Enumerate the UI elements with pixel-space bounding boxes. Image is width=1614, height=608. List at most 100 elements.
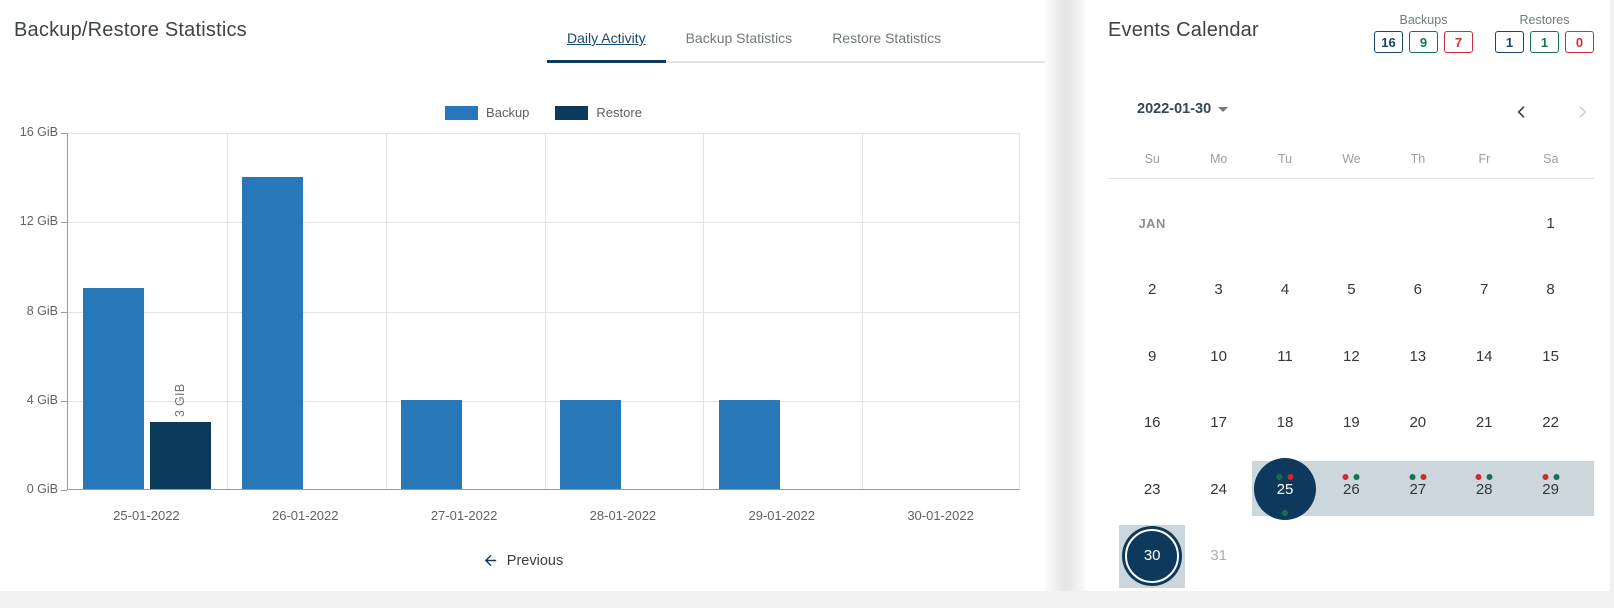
gridline: [703, 133, 705, 489]
weekday-we: We: [1342, 152, 1361, 166]
calendar-grid: JAN 1 2 3 4 5 6 7 8 9 10 11 12 13 14 15 16 17 18 19 20 21 22 23…: [1119, 190, 1594, 590]
calendar-day-11[interactable]: 11: [1252, 323, 1318, 390]
day-number: 24: [1210, 480, 1227, 498]
tab-daily-activity[interactable]: Daily Activity: [547, 30, 666, 63]
tab-backup-statistics[interactable]: Backup Statistics: [685, 30, 793, 46]
previous-button[interactable]: Previous: [482, 552, 563, 569]
legend-label: Backup: [486, 105, 530, 120]
calendar-day-7[interactable]: 7: [1451, 257, 1517, 324]
calendar-day-6[interactable]: 6: [1385, 257, 1451, 324]
calendar-day-9[interactable]: 9: [1119, 323, 1185, 390]
backup-bar-27-01-2022: [401, 399, 463, 489]
legend-label: Restore: [596, 105, 642, 120]
panel-divider: [1045, 0, 1085, 591]
arrow-back-icon: [482, 552, 499, 569]
red-event-dot: [1342, 474, 1349, 480]
counter-red[interactable]: 0: [1565, 31, 1594, 53]
backup-bar-29-01-2022: [718, 399, 780, 489]
calendar-day-2[interactable]: 2: [1119, 257, 1185, 324]
calendar-day-20[interactable]: 20: [1385, 390, 1451, 457]
y-axis-tick: [61, 311, 67, 313]
event-dots: [1276, 474, 1294, 480]
gridline: [68, 311, 1019, 313]
month-label: JAN: [1119, 190, 1185, 257]
today-ring: [1125, 528, 1180, 583]
weekday-tu: Tu: [1278, 152, 1293, 166]
gridline: [68, 400, 1019, 402]
calendar-day-22[interactable]: 22: [1517, 390, 1583, 457]
calendar-day-3[interactable]: 3: [1185, 257, 1251, 324]
calendar-day-5[interactable]: 5: [1318, 257, 1384, 324]
calendar-day-27[interactable]: 27: [1385, 456, 1451, 523]
calendar-day-25[interactable]: 25: [1252, 456, 1318, 523]
backup-bar-26-01-2022: [242, 176, 304, 489]
today-day-circle: 30: [1122, 525, 1183, 586]
day-number: 12: [1343, 347, 1360, 365]
weekday-th: Th: [1410, 152, 1426, 166]
counter-navy[interactable]: 1: [1495, 31, 1524, 53]
x-axis-label: 28-01-2022: [589, 508, 657, 523]
date-dropdown[interactable]: 2022-01-30: [1137, 101, 1229, 117]
weekday-sa: Sa: [1543, 152, 1559, 166]
backup-restore-statistics-panel: Backup/Restore Statistics Daily Activity…: [0, 0, 1045, 591]
chart-legend: Backup Restore: [67, 105, 1020, 120]
backups-counter-group: Backups 16 9 7: [1374, 13, 1473, 53]
selected-day-circle: 25: [1253, 458, 1316, 521]
counter-navy[interactable]: 16: [1374, 31, 1403, 53]
calendar-day-29[interactable]: 29: [1517, 456, 1583, 523]
day-number: 16: [1143, 414, 1161, 432]
counter-red[interactable]: 7: [1444, 31, 1473, 53]
gridline: [385, 133, 387, 489]
day-number: 21: [1475, 414, 1493, 432]
calendar-day-31[interactable]: 31: [1185, 523, 1251, 590]
day-number: 5: [1347, 281, 1356, 299]
day-number: 3: [1214, 281, 1223, 299]
gridline: [68, 133, 1019, 134]
counter-green[interactable]: 1: [1530, 31, 1559, 53]
calendar-day-14[interactable]: 14: [1451, 323, 1517, 390]
day-number: 9: [1148, 347, 1157, 365]
green-event-dot: [1553, 474, 1560, 480]
green-event-dot: [1353, 474, 1360, 480]
day-number: 1: [1546, 214, 1555, 232]
selected-date-label: 2022-01-30: [1137, 101, 1212, 117]
day-number: 2: [1148, 281, 1157, 299]
calendar-day-21[interactable]: 21: [1451, 390, 1517, 457]
calendar-day-12[interactable]: 12: [1318, 323, 1384, 390]
calendar-day-8[interactable]: 8: [1517, 257, 1583, 324]
weekday-su: Su: [1144, 152, 1160, 166]
calendar-day-18[interactable]: 18: [1252, 390, 1318, 457]
calendar-day-23[interactable]: 23: [1119, 456, 1185, 523]
calendar-day-13[interactable]: 13: [1385, 323, 1451, 390]
y-axis-tick: [61, 222, 67, 224]
day-number: 23: [1143, 480, 1161, 498]
weekday-header-row: Su Mo Tu We Th Fr Sa: [1119, 152, 1584, 166]
calendar-day-28[interactable]: 28: [1451, 456, 1517, 523]
calendar-day-19[interactable]: 19: [1318, 390, 1384, 457]
day-number: 11: [1277, 347, 1293, 365]
calendar-day-1[interactable]: 1: [1517, 190, 1583, 257]
counter-green[interactable]: 9: [1409, 31, 1438, 53]
calendar-day-30[interactable]: 30: [1119, 523, 1185, 590]
calendar-day-24[interactable]: 24: [1185, 456, 1251, 523]
calendar-day-10[interactable]: 10: [1185, 323, 1251, 390]
calendar-day-16[interactable]: 16: [1119, 390, 1185, 457]
event-dots: [1475, 474, 1493, 480]
x-axis-label: 30-01-2022: [907, 508, 974, 523]
gridline: [68, 222, 1019, 224]
x-axis-label: 25-01-2022: [113, 508, 180, 523]
day-number: 15: [1542, 347, 1559, 365]
restores-label: Restores: [1519, 13, 1570, 27]
day-number: 27: [1409, 480, 1427, 498]
day-number: 28: [1475, 480, 1493, 498]
day-number: 14: [1475, 347, 1493, 365]
calendar-prev-button[interactable]: [1508, 98, 1536, 126]
calendar-day-17[interactable]: 17: [1185, 390, 1251, 457]
tab-restore-statistics[interactable]: Restore Statistics: [832, 30, 942, 46]
calendar-day-26[interactable]: 26: [1318, 456, 1384, 523]
calendar-day-15[interactable]: 15: [1517, 323, 1583, 390]
calendar-day-4[interactable]: 4: [1252, 257, 1318, 324]
day-number: 29: [1542, 480, 1559, 498]
